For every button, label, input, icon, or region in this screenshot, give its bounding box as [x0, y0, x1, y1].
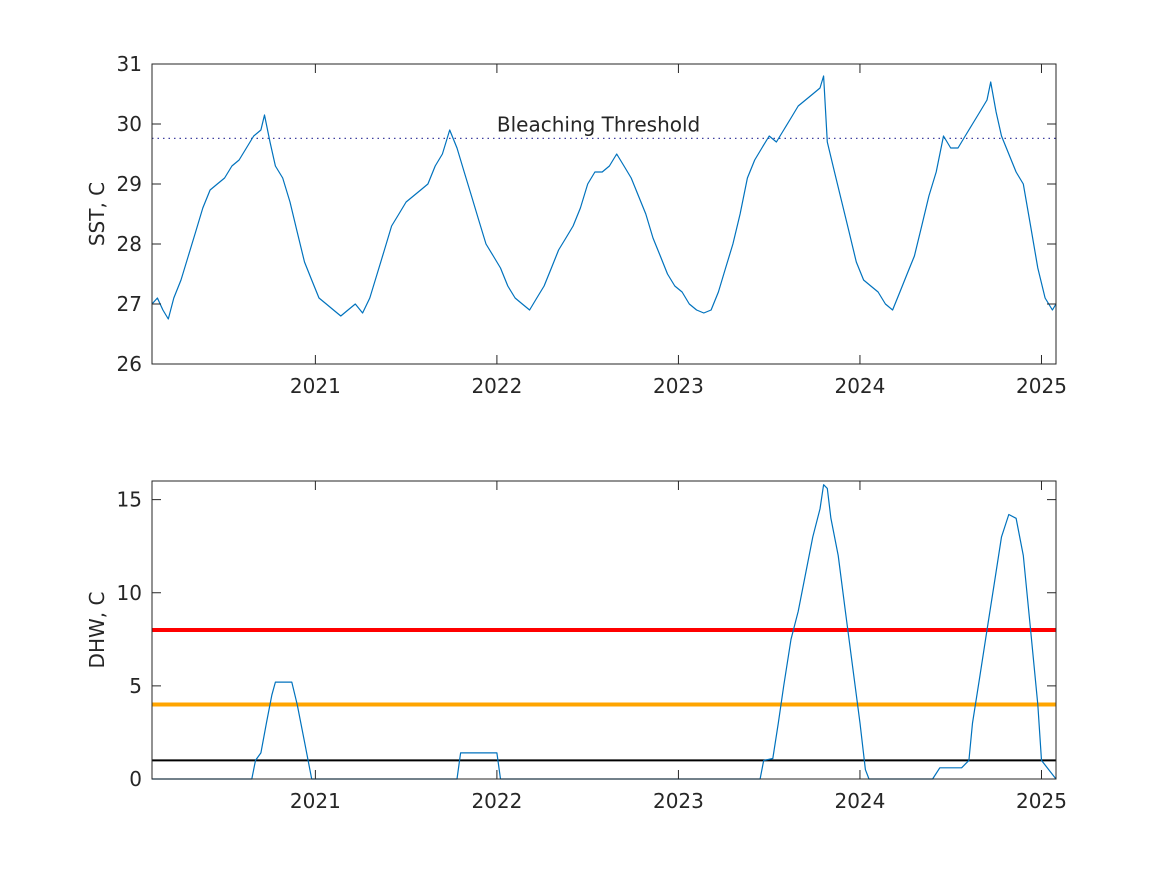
sst-y-tick-label: 26 — [117, 352, 142, 376]
sst-x-tick-label: 2024 — [834, 374, 885, 398]
bleaching-threshold-label: Bleaching Threshold — [497, 112, 700, 136]
sst-x-tick-label: 2021 — [290, 374, 341, 398]
dhw-x-tick-label: 2021 — [290, 789, 341, 813]
dhw-y-axis-label: DHW, C — [85, 592, 109, 669]
sst-series-line — [151, 75, 1057, 320]
sst-y-tick-label: 30 — [117, 112, 142, 136]
sst-y-tick-label: 27 — [117, 292, 142, 316]
dhw-series-line — [152, 484, 1057, 780]
dhw-axes-box — [151, 480, 1057, 780]
sst-y-tick-label: 31 — [117, 52, 142, 76]
dhw-x-tick-label: 2025 — [1016, 789, 1067, 813]
dhw-y-tick-label: 10 — [117, 581, 142, 605]
dhw-x-tick-label: 2023 — [653, 789, 704, 813]
dhw-axes: 2021 2022 2023 2024 2025 0 5 10 15 DHW, C — [85, 480, 1067, 813]
sst-y-tick-label: 28 — [117, 232, 142, 256]
sst-y-axis-label: SST, C — [85, 182, 109, 246]
dhw-y-tick-label: 0 — [129, 767, 142, 791]
sst-axes: 2021 2022 2023 2024 2025 26 27 28 29 30 31 Bleachi… — [85, 52, 1067, 398]
dhw-x-tick-label: 2024 — [834, 789, 885, 813]
dhw-y-tick-label: 15 — [117, 488, 142, 512]
sst-axes-box — [151, 63, 1057, 365]
dhw-x-tick-label: 2022 — [471, 789, 522, 813]
sst-x-tick-label: 2023 — [653, 374, 704, 398]
sst-x-tick-label: 2025 — [1016, 374, 1067, 398]
dhw-y-tick-label: 5 — [129, 674, 142, 698]
sst-x-tick-label: 2022 — [471, 374, 522, 398]
sst-y-tick-label: 29 — [117, 172, 142, 196]
